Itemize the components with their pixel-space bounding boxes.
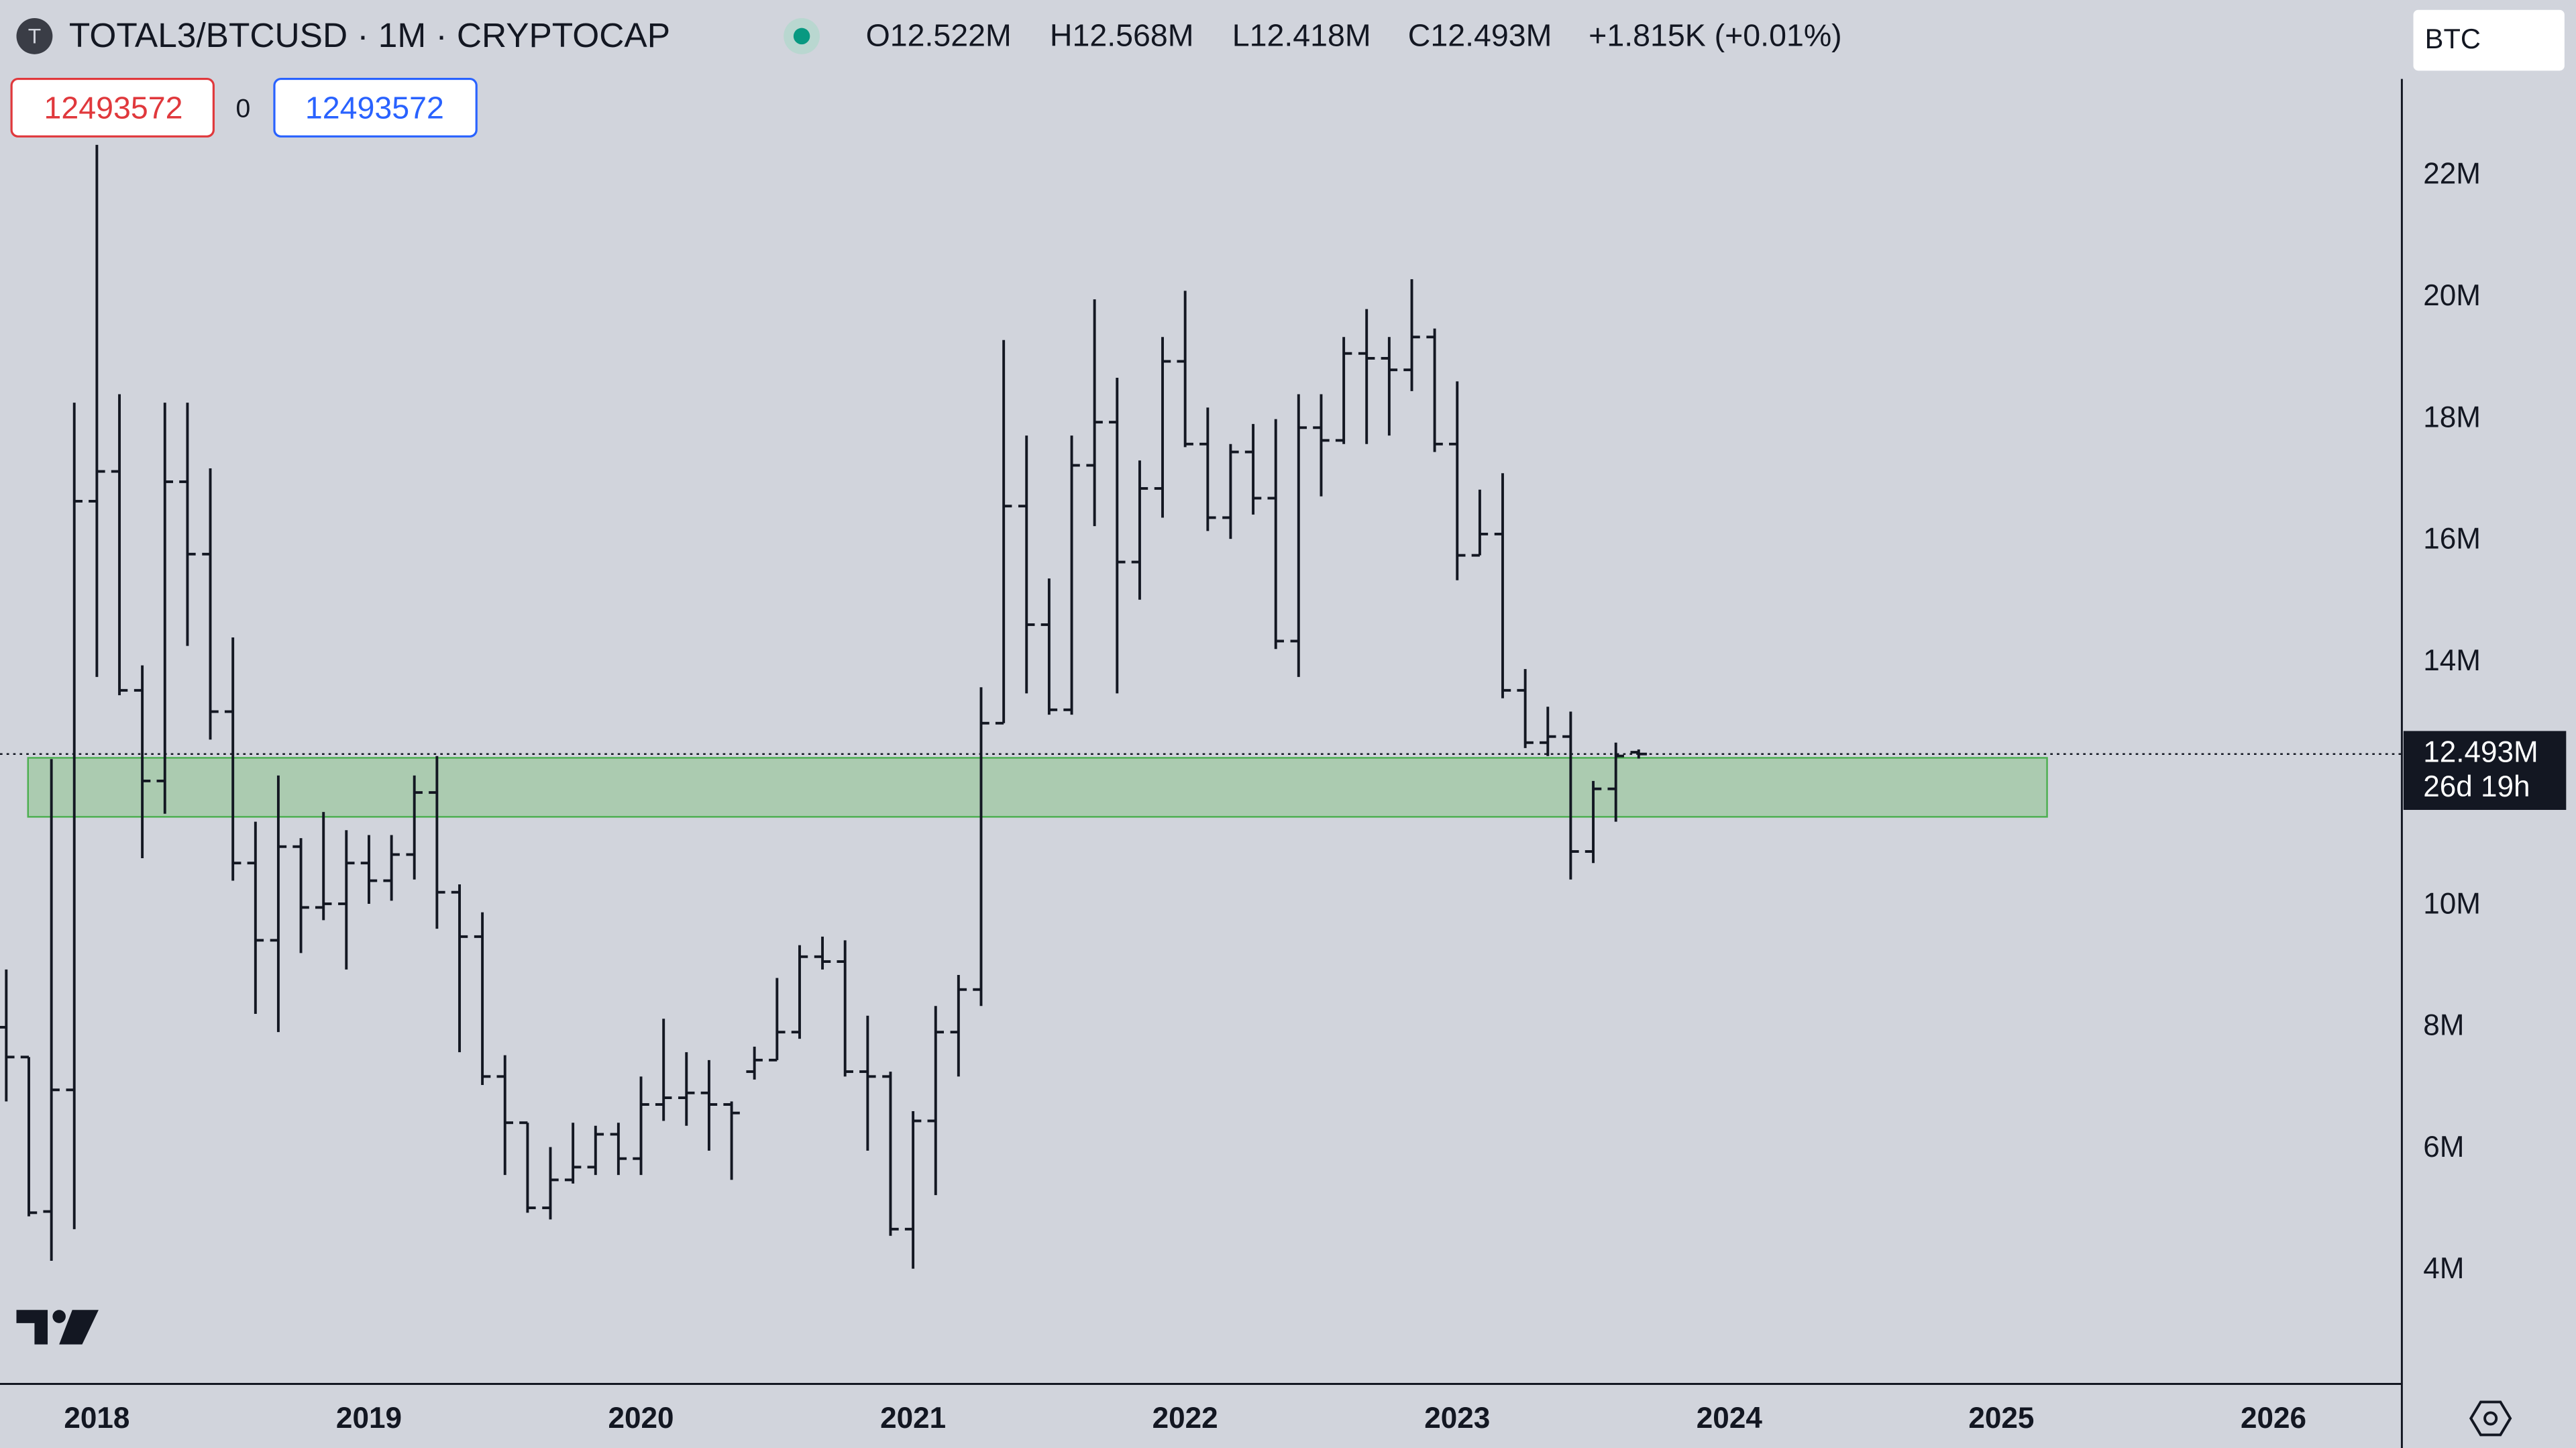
sell-price: 12493572 <box>44 90 183 125</box>
buy-price: 12493572 <box>305 90 444 125</box>
logo-v <box>59 1310 99 1345</box>
symbol-title[interactable]: TOTAL3/BTCUSD · 1M · CRYPTOCAP <box>69 15 670 54</box>
logo-dot <box>52 1310 66 1323</box>
y-tick-label: 18M <box>2423 401 2481 433</box>
last-price-box <box>2403 731 2567 811</box>
x-tick-label: 2020 <box>608 1402 674 1435</box>
ohlc-value: L12.418M <box>1232 18 1371 53</box>
y-tick-label: 22M <box>2423 158 2481 191</box>
countdown-label: 26d 19h <box>2423 770 2530 803</box>
gear-outline <box>2469 1400 2512 1437</box>
buy-button[interactable] <box>273 77 478 138</box>
currency-label: BTC <box>2425 23 2481 54</box>
x-tick-label: 2023 <box>1424 1402 1490 1435</box>
y-tick-label: 4M <box>2423 1252 2464 1285</box>
ohlc-value: O12.522M <box>866 18 1012 53</box>
x-tick-label: 2019 <box>336 1402 402 1435</box>
ohlc-value: H12.568M <box>1050 18 1194 53</box>
x-tick-label: 2024 <box>1697 1402 1763 1435</box>
x-tick-label: 2022 <box>1152 1402 1218 1435</box>
spread: 0 <box>236 94 251 123</box>
currency-button[interactable] <box>2413 9 2565 71</box>
logo-t <box>16 1310 48 1345</box>
y-tick-label: 16M <box>2423 523 2481 556</box>
x-tick-label: 2021 <box>880 1402 946 1435</box>
sell-button[interactable] <box>10 77 215 138</box>
y-tick-label: 6M <box>2423 1131 2464 1163</box>
symbol-logo[interactable] <box>16 17 53 54</box>
ohlc-value: +1.815K (+0.01%) <box>1589 18 1842 53</box>
support-zone <box>27 757 2048 818</box>
last-price-label: 12.493M <box>2423 735 2538 768</box>
gear-center <box>2483 1411 2498 1426</box>
y-tick-label: 14M <box>2423 644 2481 677</box>
x-tick-label: 2026 <box>2241 1402 2306 1435</box>
ohlc-value: C12.493M <box>1408 18 1552 53</box>
y-tick-label: 20M <box>2423 279 2481 312</box>
market-status-dot <box>793 28 810 45</box>
x-tick-label: 2018 <box>64 1402 129 1435</box>
plot-area <box>0 144 2402 1269</box>
x-tick-label: 2025 <box>1968 1402 2034 1435</box>
symbol-logo-letter: T <box>28 24 41 48</box>
settings-icon[interactable] <box>2469 1400 2512 1437</box>
y-tick-label: 8M <box>2423 1009 2464 1042</box>
y-tick-label: 10M <box>2423 887 2481 920</box>
tradingview-logo[interactable] <box>16 1310 99 1345</box>
